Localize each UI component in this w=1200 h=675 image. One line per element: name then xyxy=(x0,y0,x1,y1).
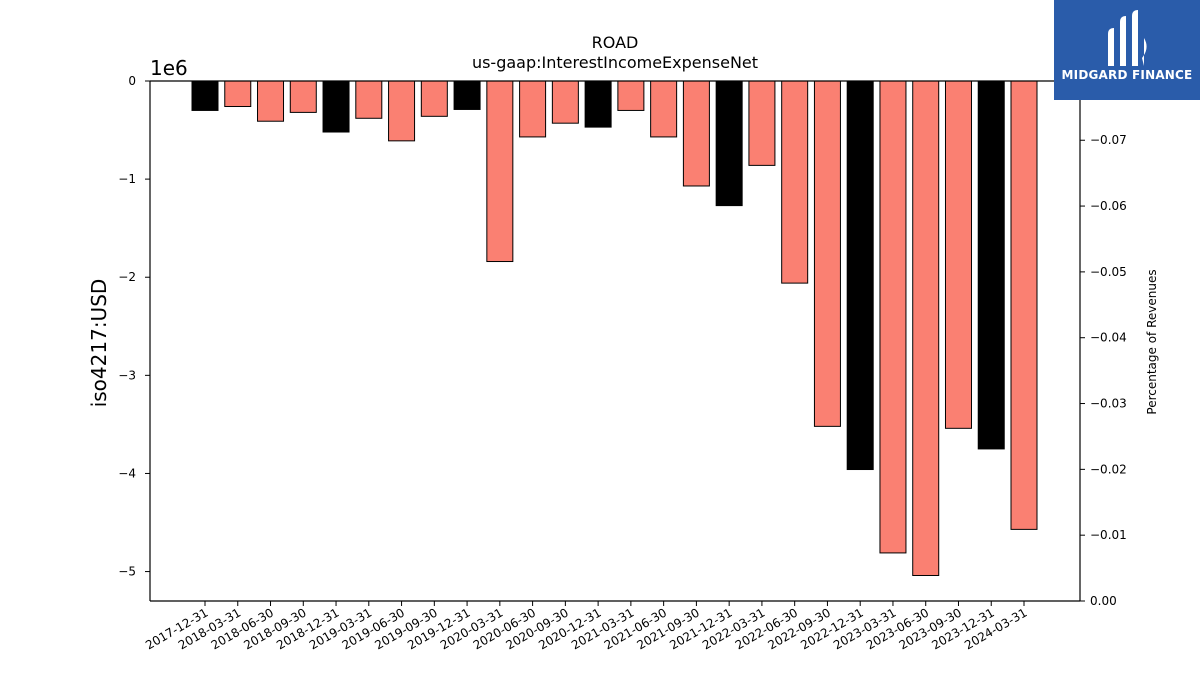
bar xyxy=(388,80,416,142)
midgard-logo-icon xyxy=(1108,10,1147,66)
y2-tick-label: −0.02 xyxy=(1090,462,1127,476)
bar xyxy=(977,80,1005,450)
bar xyxy=(453,80,481,110)
y-tick-label: −1 xyxy=(118,172,136,186)
bar xyxy=(519,80,547,138)
logo-text: MIDGARD FINANCE xyxy=(1061,68,1193,82)
bar xyxy=(715,80,743,207)
bar xyxy=(355,80,383,119)
y2-tick-label: −0.04 xyxy=(1090,331,1127,345)
bar xyxy=(486,80,514,263)
bar xyxy=(748,80,776,166)
bar xyxy=(617,80,645,111)
y2-tick-label: 0.00 xyxy=(1090,594,1117,608)
bar xyxy=(551,80,579,124)
bar xyxy=(322,80,350,133)
y-offset-label: 1e6 xyxy=(150,56,188,80)
bar xyxy=(191,80,219,111)
bar xyxy=(846,80,874,471)
y-tick-label: 0 xyxy=(128,74,136,88)
y2-tick-label: −0.05 xyxy=(1090,265,1127,279)
y2-tick-label: −0.03 xyxy=(1090,397,1127,411)
y-tick-label: −3 xyxy=(118,368,136,382)
y-axis-label: iso4217:USD xyxy=(87,279,111,408)
bar xyxy=(420,80,448,117)
bar xyxy=(289,80,317,113)
bar xyxy=(257,80,285,122)
chart-title: ROAD xyxy=(592,33,639,52)
bar xyxy=(682,80,710,187)
y-tick-label: −5 xyxy=(118,565,136,579)
bar xyxy=(224,80,252,108)
bar xyxy=(650,80,678,138)
y2-tick-label: −0.07 xyxy=(1090,133,1127,147)
y2-tick-label: −0.01 xyxy=(1090,528,1127,542)
midgard-finance-logo: MIDGARD FINANCE xyxy=(1054,0,1200,100)
y-tick-label: −4 xyxy=(118,466,136,480)
bar xyxy=(912,80,940,576)
bar xyxy=(813,80,841,427)
y2-axis-label: Percentage of Revenues xyxy=(1145,269,1159,414)
y2-tick-label: −0.06 xyxy=(1090,199,1127,213)
chart-subtitle: us-gaap:InterestIncomeExpenseNet xyxy=(472,53,758,72)
bar xyxy=(1010,80,1038,530)
y-tick-label: −2 xyxy=(118,270,136,284)
bar xyxy=(781,80,809,284)
bar xyxy=(944,80,972,429)
bar xyxy=(584,80,612,128)
bar xyxy=(879,80,907,554)
